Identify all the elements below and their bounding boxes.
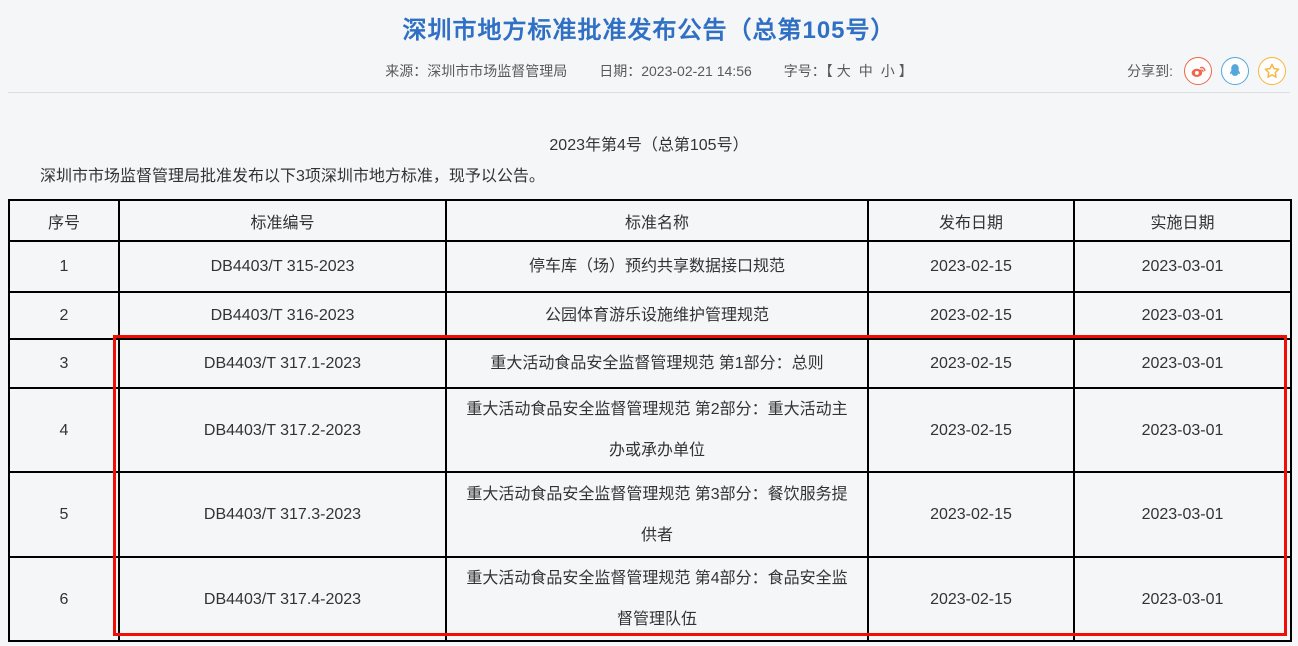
publish-date-cell: 2023-02-15 xyxy=(867,240,1075,293)
standard-code-cell: DB4403/T 316-2023 xyxy=(118,291,447,340)
share-qq-button[interactable] xyxy=(1221,57,1249,85)
qzone-star-icon xyxy=(1264,63,1280,78)
publish-date-cell: 2023-02-15 xyxy=(867,387,1075,473)
standard-name-cell: 重大活动食品安全监督管理规范 第2部分：重大活动主办或承办单位 xyxy=(445,387,869,473)
font-size-medium[interactable]: 中 xyxy=(858,63,873,79)
publish-date-cell: 2023-02-15 xyxy=(867,556,1075,642)
meta-source-value: 深圳市市场监督管理局 xyxy=(427,63,568,79)
meta-source: 来源：深圳市市场监督管理局 xyxy=(385,57,567,85)
table-row: 6 DB4403/T 317.4-2023 重大活动食品安全监督管理规范 第4部分：… xyxy=(8,556,1292,642)
implement-date-cell: 2023-03-01 xyxy=(1073,556,1292,642)
publish-date-cell: 2023-02-15 xyxy=(867,471,1075,558)
publish-date-cell: 2023-02-15 xyxy=(867,291,1075,340)
column-header: 实施日期 xyxy=(1073,199,1292,242)
standard-code-cell: DB4403/T 315-2023 xyxy=(118,240,447,293)
font-size-large[interactable]: 大 xyxy=(836,63,851,79)
standard-name-cell: 停车库（场）预约共享数据接口规范 xyxy=(445,240,869,293)
meta-center: 来源：深圳市市场监督管理局 日期：2023-02-21 14:56 字号：【大中… xyxy=(385,57,913,85)
implement-date-cell: 2023-03-01 xyxy=(1073,240,1292,293)
header-divider xyxy=(8,92,1290,93)
meta-source-label: 来源： xyxy=(385,63,428,79)
font-size-bracket-open: 【 xyxy=(825,63,833,79)
standard-name-cell: 重大活动食品安全监督管理规范 第1部分：总则 xyxy=(445,338,869,389)
font-size-label: 字号： xyxy=(783,63,826,79)
standard-name-cell: 重大活动食品安全监督管理规范 第3部分：餐饮服务提供者 xyxy=(445,471,869,558)
share-label: 分享到: xyxy=(1127,63,1173,79)
standard-code-cell: DB4403/T 317.2-2023 xyxy=(118,387,447,473)
standard-code-cell: DB4403/T 317.3-2023 xyxy=(118,471,447,558)
meta-date-label: 日期： xyxy=(599,63,642,79)
doc-number: 2023年第4号（总第105号） xyxy=(549,137,749,154)
standards-table: 序号 标准编号 标准名称 发布日期 实施日期 1 DB4403/T 315-2023 停车库… xyxy=(8,199,1292,642)
intro-paragraph: 深圳市市场监督管理局批准发布以下3项深圳市地方标准，现予以公告。 xyxy=(40,168,545,185)
table-row: 4 DB4403/T 317.2-2023 重大活动食品安全监督管理规范 第2部分：… xyxy=(8,387,1292,473)
share-group: 分享到: xyxy=(1127,57,1286,85)
standard-name-cell: 公园体育游乐设施维护管理规范 xyxy=(445,291,869,340)
row-index-cell: 1 xyxy=(8,240,120,293)
implement-date-cell: 2023-03-01 xyxy=(1073,387,1292,473)
implement-date-cell: 2023-03-01 xyxy=(1073,338,1292,389)
standard-code-cell: DB4403/T 317.4-2023 xyxy=(118,556,447,642)
row-index-cell: 4 xyxy=(8,387,120,473)
table-row: 5 DB4403/T 317.3-2023 重大活动食品安全监督管理规范 第3部分：… xyxy=(8,471,1292,558)
row-index-cell: 2 xyxy=(8,291,120,340)
row-index-cell: 3 xyxy=(8,338,120,389)
meta-date: 日期：2023-02-21 14:56 xyxy=(599,57,752,85)
meta-font-size: 字号：【大中小】 xyxy=(784,57,913,85)
implement-date-cell: 2023-03-01 xyxy=(1073,471,1292,558)
table-row: 3 DB4403/T 317.1-2023 重大活动食品安全监督管理规范 第1部分：… xyxy=(8,338,1292,389)
meta-date-value: 2023-02-21 14:56 xyxy=(641,63,752,79)
share-qzone-button[interactable] xyxy=(1258,57,1286,85)
column-header: 发布日期 xyxy=(867,199,1075,242)
row-index-cell: 5 xyxy=(8,471,120,558)
publish-date-cell: 2023-02-15 xyxy=(867,338,1075,389)
implement-date-cell: 2023-03-01 xyxy=(1073,291,1292,340)
share-weibo-button[interactable] xyxy=(1184,57,1212,85)
page-title: 深圳市地方标准批准发布公告（总第105号） xyxy=(402,17,896,44)
table-header: 序号 标准编号 标准名称 发布日期 实施日期 xyxy=(8,199,1292,242)
font-size-small[interactable]: 小 xyxy=(880,63,895,79)
row-index-cell: 6 xyxy=(8,556,120,642)
column-header: 标准编号 xyxy=(118,199,447,242)
column-header: 序号 xyxy=(8,199,120,242)
standard-code-cell: DB4403/T 317.1-2023 xyxy=(118,338,447,389)
weibo-icon xyxy=(1191,66,1206,77)
table-row: 2 DB4403/T 316-2023 公园体育游乐设施维护管理规范 2023-02-… xyxy=(8,291,1292,340)
font-size-bracket-close: 】 xyxy=(898,63,913,79)
meta-bar: 来源：深圳市市场监督管理局 日期：2023-02-21 14:56 字号：【大中… xyxy=(0,57,1298,85)
standard-name-cell: 重大活动食品安全监督管理规范 第4部分：食品安全监督管理队伍 xyxy=(445,556,869,642)
table-row: 1 DB4403/T 315-2023 停车库（场）预约共享数据接口规范 2023-0… xyxy=(8,240,1292,293)
column-header: 标准名称 xyxy=(445,199,869,242)
qq-penguin-icon xyxy=(1229,64,1241,76)
